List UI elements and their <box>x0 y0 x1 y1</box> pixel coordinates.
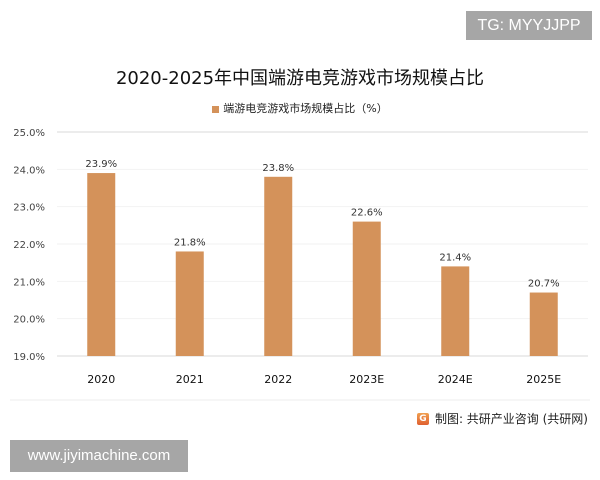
y-tick-label: 25.0% <box>13 128 45 139</box>
x-tick-label: 2025E <box>526 373 561 386</box>
data-label: 21.8% <box>174 237 206 248</box>
chart-title: 2020-2025年中国端游电竞游戏市场规模占比 <box>115 68 485 89</box>
x-tick-label: 2023E <box>349 373 384 386</box>
data-label: 21.4% <box>439 252 471 263</box>
gongyan-logo-icon: G <box>416 412 429 425</box>
legend-label: 端游电竞游戏市场规模占比（%） <box>223 102 388 115</box>
data-label: 23.8% <box>262 163 294 174</box>
data-label: 22.6% <box>351 208 383 219</box>
data-label: 23.9% <box>85 159 117 170</box>
source-note: G 制图: 共研产业咨询 (共研网) <box>416 410 588 427</box>
data-label: 20.7% <box>528 279 560 290</box>
x-tick-label: 2021 <box>176 373 204 386</box>
source-text: 制图: 共研产业咨询 (共研网) <box>434 412 588 426</box>
x-tick-label: 2020 <box>87 373 115 386</box>
y-tick-label: 20.0% <box>13 315 45 326</box>
y-tick-label: 23.0% <box>13 203 45 214</box>
y-tick-label: 24.0% <box>13 165 45 176</box>
watermark-url: www.jiyimachine.com <box>10 440 188 472</box>
bar <box>175 251 204 356</box>
bar <box>264 176 293 356</box>
y-tick-label: 21.0% <box>13 277 45 288</box>
legend: 端游电竞游戏市场规模占比（%） <box>0 100 600 116</box>
watermark-tg: TG: MYYJJPP <box>466 11 592 40</box>
y-tick-label: 22.0% <box>13 240 45 251</box>
bar <box>87 173 116 356</box>
legend-swatch <box>212 105 220 113</box>
bar <box>529 292 558 356</box>
bar <box>441 266 470 356</box>
y-tick-label: 19.0% <box>13 352 45 363</box>
bar <box>352 221 381 356</box>
x-tick-label: 2022 <box>264 373 292 386</box>
x-tick-label: 2024E <box>438 373 473 386</box>
